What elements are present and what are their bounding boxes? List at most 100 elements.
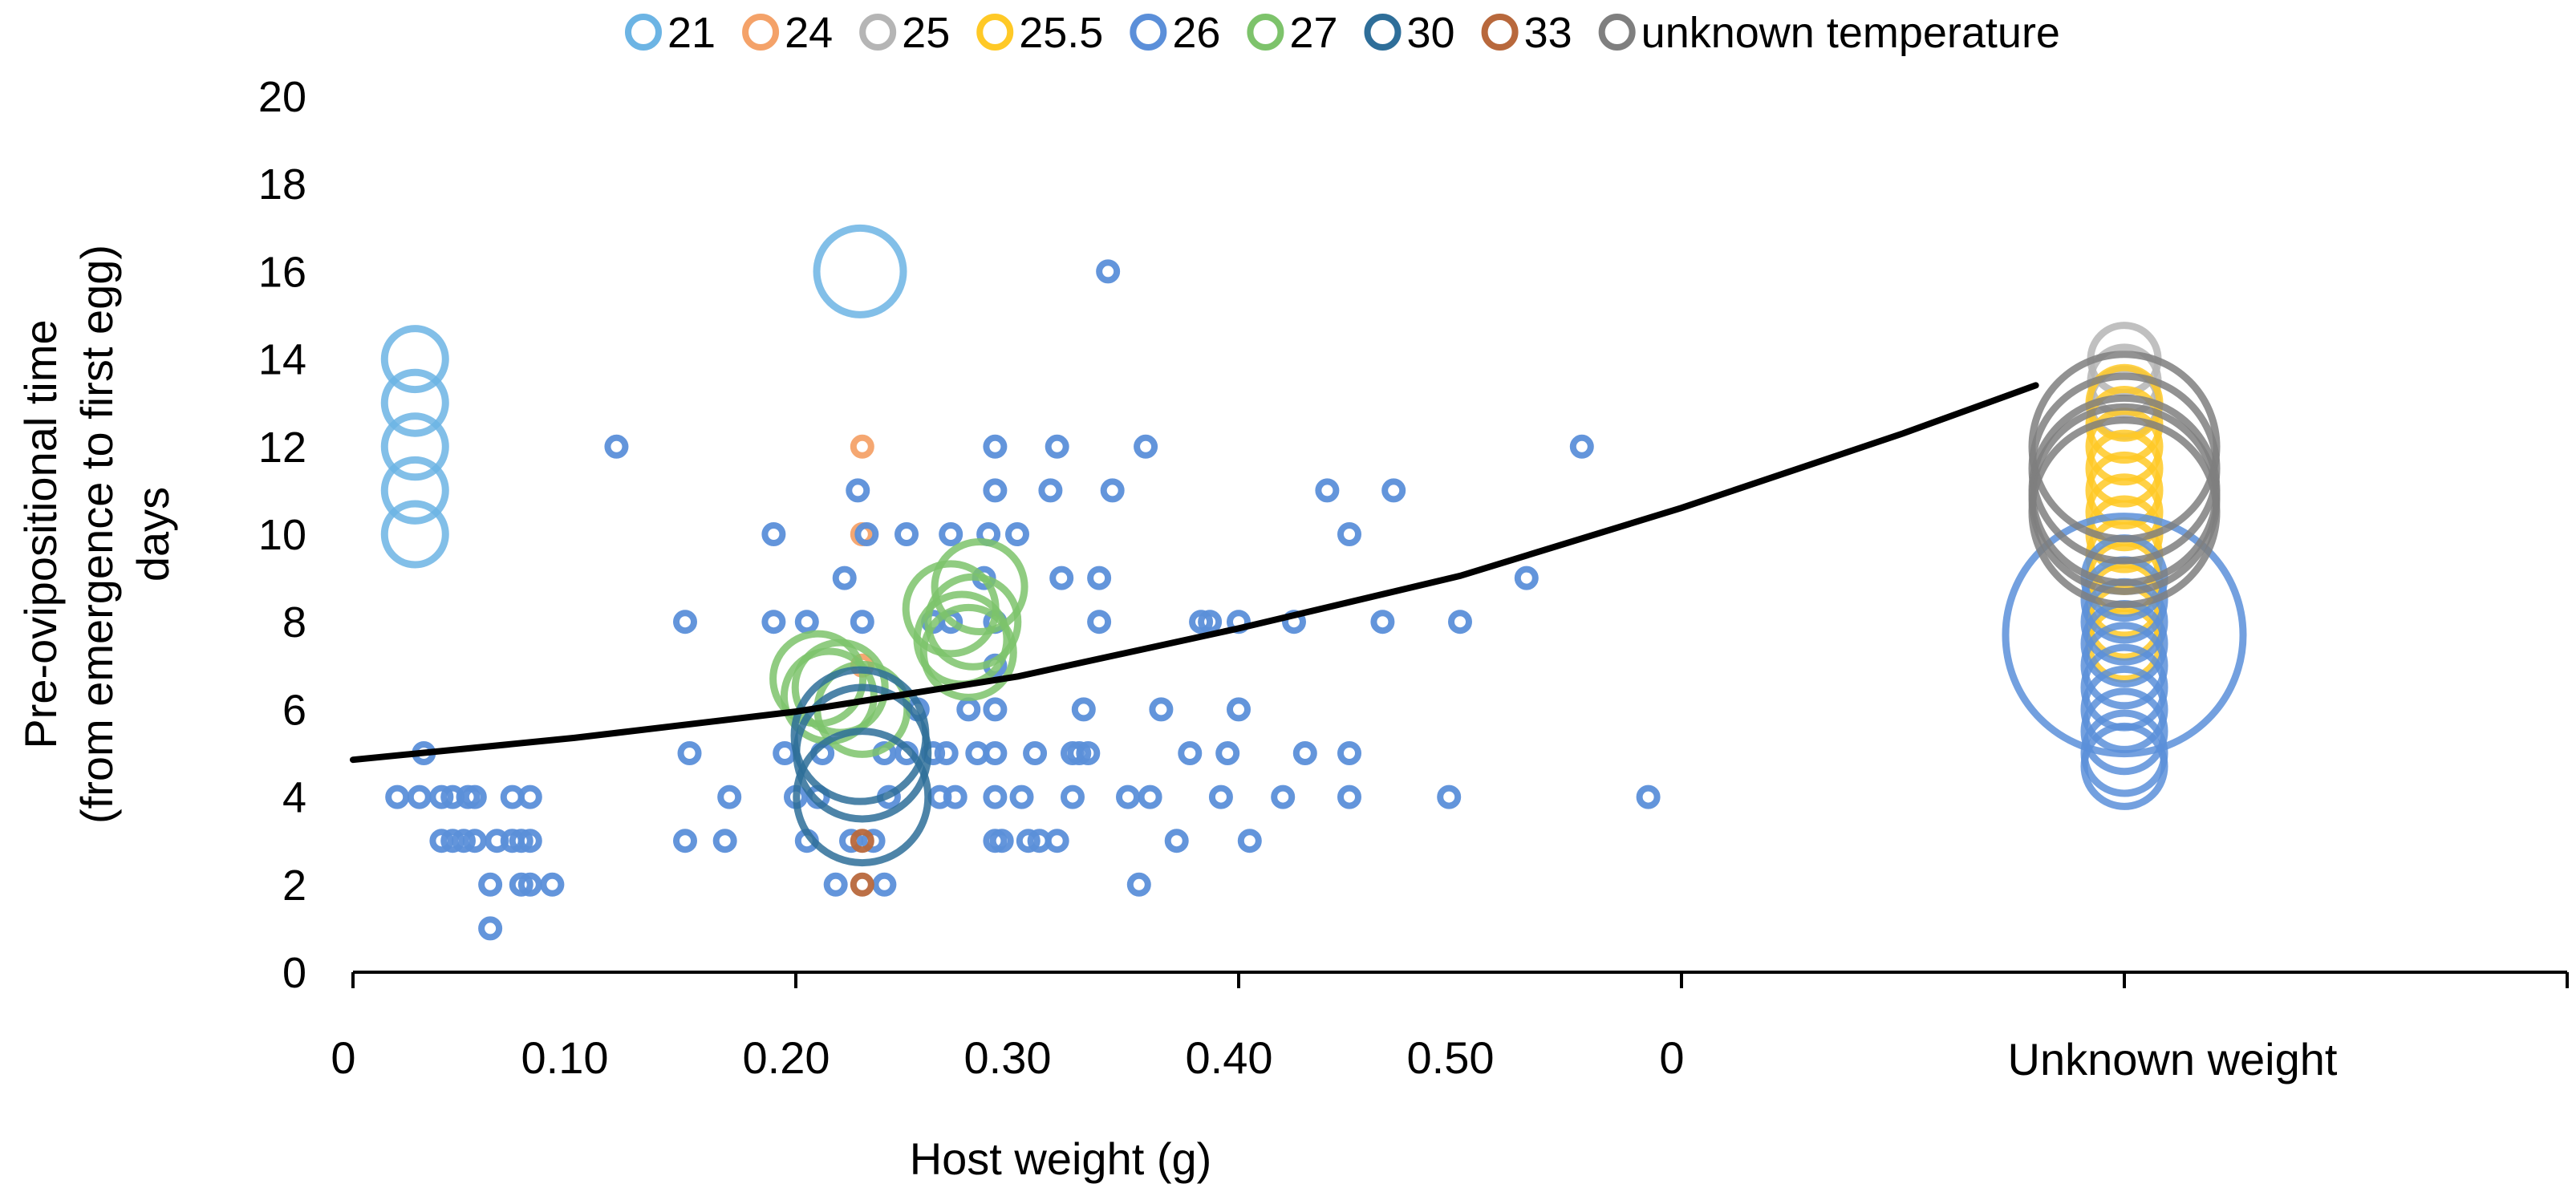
data-point-26 [1189, 610, 1214, 634]
data-point-26 [1067, 741, 1092, 765]
data-point-21 [813, 224, 907, 318]
legend-marker-icon [742, 14, 780, 51]
legend-marker-icon [1481, 14, 1519, 51]
data-point-33 [850, 872, 874, 897]
y-tick-label: 10 [258, 511, 306, 559]
data-point-26 [832, 566, 857, 590]
data-point-26 [1149, 697, 1174, 722]
data-point-26 [429, 829, 454, 853]
data-point-26 [983, 434, 1008, 459]
data-point-26 [1381, 478, 1406, 503]
data-point-26 [517, 784, 542, 809]
y-tick-label: 6 [282, 686, 306, 734]
legend-label: unknown temperature [1641, 9, 2060, 57]
legend-label: 25.5 [1019, 9, 1103, 57]
data-point-25-5 [2085, 407, 2164, 486]
data-point-26 [1198, 610, 1223, 634]
data-point-26 [509, 872, 533, 897]
data-point-26 [604, 434, 629, 459]
data-point-26 [761, 610, 786, 634]
data-point-26 [1138, 784, 1162, 809]
data-point-26 [540, 872, 565, 897]
data-point-26 [1100, 478, 1125, 503]
data-point-26 [839, 829, 863, 853]
legend-label: 24 [785, 9, 833, 57]
legend-label: 30 [1407, 9, 1455, 57]
x-tick-label: 0 [331, 1032, 355, 1083]
y-axis-title-line: (from emergence to first egg) [71, 245, 122, 824]
data-point-26 [1126, 872, 1151, 897]
data-point-26 [1227, 697, 1251, 722]
data-point-26 [1569, 434, 1594, 459]
data-point-26 [1315, 478, 1340, 503]
data-point-26 [1370, 610, 1395, 634]
data-point-26 [1134, 434, 1158, 459]
data-point-26 [773, 741, 797, 765]
legend-marker-icon [625, 14, 662, 51]
data-point-26 [989, 829, 1014, 853]
data-point-26 [677, 741, 702, 765]
data-point-26 [1045, 829, 1069, 853]
x-tick-label: 0.40 [1186, 1032, 1273, 1083]
data-point-25-5 [2085, 473, 2164, 552]
data-point-26 [1045, 434, 1069, 459]
data-point-26 [1178, 741, 1203, 765]
data-point-24 [850, 434, 874, 459]
data-point-26 [943, 784, 968, 809]
legend-label: 33 [1524, 9, 1572, 57]
data-point-26 [1076, 741, 1101, 765]
y-tick-label: 12 [258, 424, 306, 472]
data-point-26 [517, 872, 542, 897]
y-axis-ticks: 0 2 4 6 8 10 12 14 16 18 20 [258, 73, 306, 997]
legend-label: 27 [1289, 9, 1337, 57]
data-point-21 [380, 412, 449, 481]
legend-label: 26 [1172, 9, 1220, 57]
data-point-26 [934, 741, 959, 765]
data-point-26 [846, 478, 870, 503]
y-tick-label: 8 [282, 598, 306, 647]
data-point-26 [1437, 784, 1462, 809]
y-tick-label: 18 [258, 160, 306, 209]
data-point-26-unknown-weight- [2080, 665, 2168, 753]
data-point-26 [1237, 829, 1262, 853]
data-point-26 [1038, 478, 1063, 503]
unknown-weight-label: Unknown weight [2008, 1034, 2338, 1084]
data-point-26 [1005, 522, 1029, 546]
legend: 21 24 25 25.5 26 27 30 33 unknown temperature [625, 9, 2060, 57]
data-point-26 [983, 784, 1008, 809]
x-tick-label: 0.20 [743, 1032, 830, 1083]
data-point-21 [380, 368, 449, 437]
data-point-26-unknown-weight- [2080, 722, 2168, 810]
data-point-21 [380, 325, 449, 394]
data-point-26 [854, 522, 879, 546]
data-point-21 [380, 456, 449, 525]
data-point-26 [1215, 741, 1240, 765]
x-axis-title: Host weight (g) [910, 1133, 1212, 1184]
y-tick-label: 20 [258, 73, 306, 121]
y-tick-label: 14 [258, 336, 306, 384]
x-tick-label: 0 [1659, 1032, 1684, 1083]
x-tick-label: 0.50 [1407, 1032, 1495, 1083]
trend-line [350, 382, 2039, 764]
legend-marker-icon [1247, 14, 1284, 51]
data-point-26 [462, 829, 487, 853]
data-point-26 [1448, 610, 1472, 634]
data-point-26 [1636, 784, 1661, 809]
data-point-26 [1337, 522, 1361, 546]
data-point-26 [1164, 829, 1189, 853]
data-point-26 [517, 829, 542, 853]
data-point-26-unknown-weight- [2002, 513, 2247, 758]
data-point-26 [1087, 566, 1112, 590]
data-point-26 [1292, 741, 1317, 765]
data-point-25-5 [2085, 451, 2164, 529]
x-tick-label: 0.10 [521, 1032, 609, 1083]
data-point-26 [1116, 784, 1140, 809]
data-point-26 [429, 784, 454, 809]
y-tick-label: 2 [282, 861, 306, 910]
data-point-26 [478, 872, 503, 897]
legend-marker-icon [1364, 14, 1402, 51]
data-point-26 [939, 522, 963, 546]
data-point-26 [1096, 259, 1121, 284]
data-point-27 [919, 603, 1017, 701]
legend-marker-icon [1130, 14, 1167, 51]
